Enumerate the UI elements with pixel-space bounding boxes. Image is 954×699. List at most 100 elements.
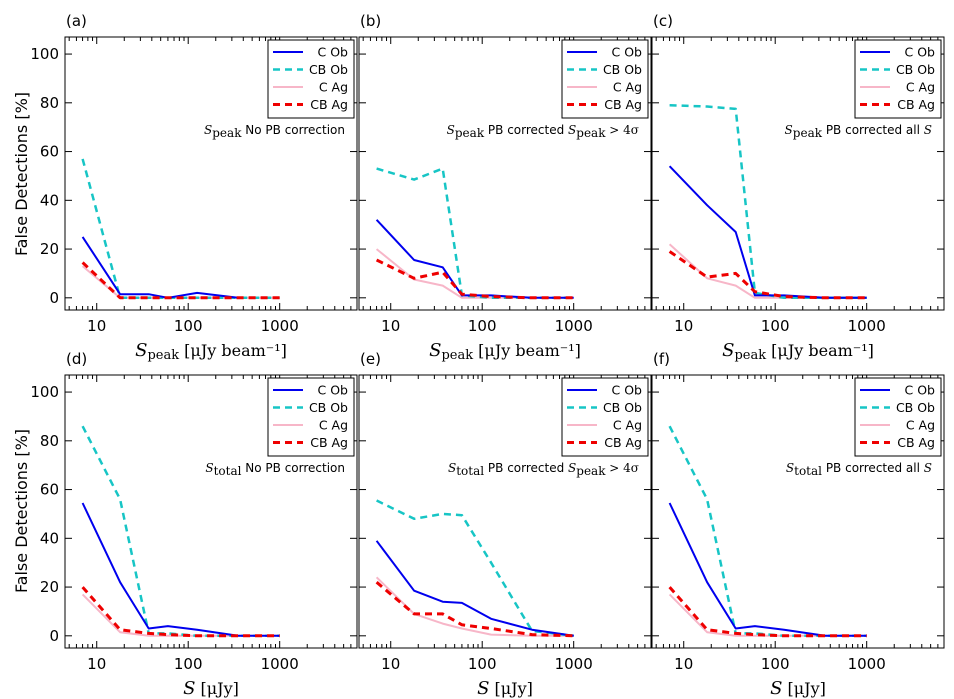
x-tick-label: 10 [87, 317, 106, 335]
panel-label: (f) [653, 350, 670, 368]
x-tick-label: 1000 [555, 655, 593, 673]
legend-label: C Ag [613, 80, 642, 95]
x-tick-label: 100 [174, 317, 203, 335]
plot-frame [64, 36, 358, 311]
y-tick-label: 40 [40, 529, 59, 547]
legend-label: C Ob [612, 383, 643, 398]
y-tick-label: 20 [40, 578, 59, 596]
panel-label: (b) [360, 12, 381, 30]
legend-label: CB Ob [309, 62, 348, 77]
y-axis-label-top: False Detections [%] [12, 92, 31, 256]
panel-annotation: Stotal PB corrected Speak > 4σ [448, 461, 639, 478]
y-tick-label: 100 [30, 383, 59, 401]
y-axis-label-bottom: False Detections [%] [12, 429, 31, 593]
series-line-c-ag [668, 243, 867, 299]
y-tick-label: 0 [49, 627, 59, 645]
panel-e: 10 100 1000 (e) S [μJy] C Ob CB Ob C Ag CB Ag Sto… [358, 350, 652, 699]
plot-frame [651, 374, 945, 649]
panel-a: 10 100 1000 0 20 40 60 80 100 (a) Speak [μJy beam⁻… [30, 12, 358, 363]
plot-frame [358, 36, 652, 311]
y-tick-label: 40 [40, 191, 59, 209]
x-tick-label: 1000 [555, 317, 593, 335]
x-axis-label: Speak [μJy beam⁻¹] [135, 340, 287, 363]
legend-label: CB Ob [603, 400, 642, 415]
series-line-cb-ob [81, 158, 280, 300]
legend-label: CB Ag [604, 435, 642, 450]
legend-label: C Ag [906, 80, 935, 95]
series-line-cb-ob [376, 499, 574, 638]
x-tick-label: 10 [674, 655, 693, 673]
panel-label: (d) [66, 350, 87, 368]
panel-annotation: Speak PB corrected Speak > 4σ [447, 123, 639, 140]
panel-label: (c) [653, 12, 673, 30]
legend-label: CB Ob [896, 400, 935, 415]
x-axis-label: Speak [μJy beam⁻¹] [429, 340, 581, 363]
legend: C Ob CB Ob C Ag CB Ag [854, 39, 942, 119]
x-tick-label: 1000 [848, 655, 886, 673]
legend-label: CB Ag [310, 435, 348, 450]
panel-f: 10 100 1000 (f) S [μJy] C Ob CB Ob C Ag CB Ag Sto… [651, 350, 945, 699]
x-tick-label: 100 [761, 655, 790, 673]
y-tick-label: 20 [40, 240, 59, 258]
series-line-cb-ag [668, 586, 867, 638]
legend-label: CB Ag [897, 97, 935, 112]
legend-label: C Ag [613, 418, 642, 433]
series-line-cb-ag [375, 258, 574, 300]
legend-label: CB Ag [310, 97, 348, 112]
legend: C Ob CB Ob C Ag CB Ag [854, 377, 942, 457]
series-line-cb-ag [375, 581, 574, 638]
y-tick-label: 60 [40, 143, 59, 161]
x-tick-label: 100 [468, 655, 497, 673]
panel-label: (e) [360, 350, 381, 368]
x-tick-label: 10 [381, 317, 400, 335]
panel-annotation: Stotal No PB correction [205, 461, 345, 478]
y-tick-label: 80 [40, 94, 59, 112]
series-line-cb-ag [81, 261, 280, 300]
x-tick-label: 100 [468, 317, 497, 335]
plot-frame [64, 374, 358, 649]
panel-d: 10 100 1000 0 20 40 60 80 100 (d) S [μJy] C Ob CB Ob… [30, 350, 358, 699]
series-line-cb-ag [81, 586, 280, 638]
y-tick-label: 80 [40, 432, 59, 450]
legend-label: C Ag [906, 418, 935, 433]
series-line-c-ob [375, 540, 574, 637]
x-axis-label: Speak [μJy beam⁻¹] [722, 340, 874, 363]
series-line-c-ag [668, 593, 867, 637]
x-axis-label: S [μJy] [477, 678, 533, 699]
legend: C Ob CB Ob C Ag CB Ag [561, 377, 649, 457]
x-tick-label: 100 [761, 317, 790, 335]
legend-label: CB Ag [897, 435, 935, 450]
legend-label: CB Ob [309, 400, 348, 415]
legend-label: C Ob [905, 45, 936, 60]
series-line-c-ob [375, 219, 574, 299]
series-line-cb-ag [668, 250, 867, 300]
legend: C Ob CB Ob C Ag CB Ag [267, 377, 355, 457]
x-tick-label: 10 [674, 317, 693, 335]
series-line-cb-ob [81, 425, 280, 638]
legend-label: C Ob [612, 45, 643, 60]
x-axis-label: S [μJy] [183, 678, 239, 699]
x-tick-label: 1000 [261, 317, 299, 335]
panel-annotation: Speak No PB correction [204, 123, 345, 140]
y-tick-label: 100 [30, 45, 59, 63]
x-axis-label: S [μJy] [770, 678, 826, 699]
legend-box [561, 39, 649, 119]
series-line-c-ob [668, 502, 867, 637]
legend-label: C Ob [905, 383, 936, 398]
plot-frame [358, 374, 652, 649]
legend-label: CB Ag [604, 97, 642, 112]
x-tick-label: 1000 [848, 317, 886, 335]
series-line-cb-ob [669, 104, 867, 300]
panel-label: (a) [66, 12, 87, 30]
series-line-c-ob [81, 502, 280, 637]
x-tick-label: 10 [381, 655, 400, 673]
legend-label: CB Ob [896, 62, 935, 77]
x-tick-label: 1000 [261, 655, 299, 673]
panel-annotation: Stotal PB corrected all S [786, 461, 932, 478]
series-line-c-ag [81, 593, 280, 637]
series-line-c-ag [375, 248, 574, 299]
legend-label: C Ob [318, 45, 349, 60]
